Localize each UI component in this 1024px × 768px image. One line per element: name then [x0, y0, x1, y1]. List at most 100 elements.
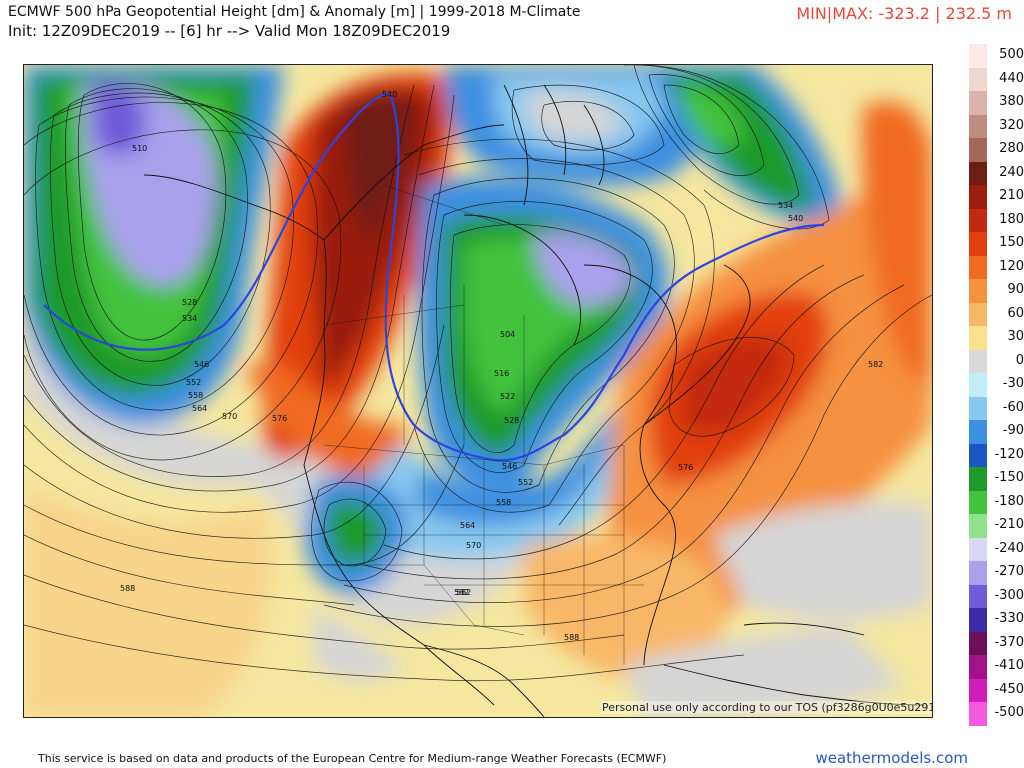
legend-label: -210 — [994, 517, 1024, 532]
legend-swatch — [969, 514, 987, 538]
legend-swatch — [969, 185, 987, 209]
legend-swatch — [969, 396, 987, 420]
legend-swatch — [969, 279, 987, 303]
legend-label: 440 — [999, 70, 1024, 86]
legend-label: 240 — [999, 164, 1024, 180]
legend-label: -450 — [994, 681, 1024, 697]
contour-label: 546 — [502, 462, 517, 471]
contour-label: 576 — [272, 414, 287, 423]
legend-swatch — [969, 326, 987, 350]
contour-label: 564 — [460, 521, 475, 530]
contour-label: 552 — [186, 378, 201, 387]
tos-notice: Personal use only according to our TOS (… — [600, 701, 932, 714]
min-max-readout: MIN|MAX: -323.2 | 232.5 m — [796, 4, 1012, 23]
legend-label: 180 — [999, 211, 1024, 227]
contour-label: 582 — [456, 588, 471, 597]
contour-label: 588 — [120, 584, 135, 593]
height-contours — [24, 65, 932, 682]
legend-swatch — [969, 467, 987, 491]
contour-label: 576 — [678, 463, 693, 472]
political-borders — [323, 184, 644, 665]
legend-label: -240 — [994, 540, 1024, 556]
contour-label: 510 — [132, 144, 147, 153]
legend-swatch — [969, 349, 987, 373]
legend-swatch — [969, 490, 987, 514]
legend-swatch — [969, 584, 987, 608]
legend-swatch — [969, 91, 987, 115]
legend-label: 210 — [999, 188, 1024, 203]
legend-label: 320 — [999, 117, 1024, 133]
anomaly-fill — [24, 65, 932, 717]
legend-label: -500 — [994, 705, 1024, 720]
legend-swatch — [969, 702, 987, 726]
legend-label: 0 — [1015, 352, 1024, 368]
legend-label: 380 — [999, 94, 1024, 109]
blue-highlight-contours — [43, 91, 825, 462]
ecmwf-attribution: This service is based on data and produc… — [38, 752, 667, 765]
contour-label: 504 — [500, 330, 515, 339]
legend-label: 120 — [999, 258, 1024, 274]
contour-label: 516 — [494, 369, 509, 378]
map-canvas: 510 528 534 546 552 558 564 570 576 582 … — [24, 65, 932, 717]
legend-label: 60 — [1007, 305, 1024, 321]
legend-swatch — [969, 208, 987, 232]
legend-swatch — [969, 44, 987, 68]
legend-swatch — [969, 678, 987, 702]
legend-label: -300 — [994, 587, 1024, 603]
legend-swatch — [969, 114, 987, 138]
legend-swatch — [969, 537, 987, 561]
legend-swatch — [969, 631, 987, 655]
legend-swatch — [969, 655, 987, 679]
legend-label: 280 — [999, 141, 1024, 156]
contour-label: 570 — [466, 541, 481, 550]
brand-link[interactable]: weathermodels.com — [815, 749, 968, 767]
contour-label: 582 — [868, 360, 883, 369]
legend-swatch — [969, 232, 987, 256]
contour-label: 570 — [222, 412, 237, 421]
legend-label: -330 — [994, 611, 1024, 626]
legend-swatch — [969, 161, 987, 185]
contour-label: 582 — [454, 588, 469, 597]
legend-swatch — [969, 561, 987, 585]
legend-label: -410 — [994, 658, 1024, 673]
legend-label: 500 — [999, 47, 1024, 62]
legend-label: -180 — [994, 493, 1024, 509]
contour-label: 552 — [518, 478, 533, 487]
legend-swatch — [969, 255, 987, 279]
legend-label: 30 — [1007, 329, 1024, 344]
contour-label: 558 — [496, 498, 511, 507]
contour-label: 558 — [188, 391, 203, 400]
legend-swatch — [969, 443, 987, 467]
contour-label: 522 — [500, 392, 515, 401]
legend-label: -30 — [1002, 376, 1024, 391]
weather-map[interactable]: 510 528 534 546 552 558 564 570 576 582 … — [23, 64, 933, 718]
init-valid-time: Init: 12Z09DEC2019 -- [6] hr --> Valid M… — [8, 22, 451, 40]
legend-label: -270 — [994, 564, 1024, 579]
contour-label: 528 — [182, 298, 197, 307]
legend-label: -90 — [1002, 423, 1024, 438]
chart-title: ECMWF 500 hPa Geopotential Height [dm] &… — [8, 4, 581, 20]
legend-swatch — [969, 302, 987, 326]
contour-label: 540 — [382, 90, 397, 99]
contour-label: 564 — [192, 404, 207, 413]
contour-labels: 510 528 534 546 552 558 564 570 576 582 … — [120, 90, 883, 642]
contour-label: 528 — [504, 416, 519, 425]
legend-swatch — [969, 373, 987, 397]
legend-label: -370 — [994, 634, 1024, 650]
contour-label: 546 — [194, 360, 209, 369]
legend-label: -120 — [994, 446, 1024, 462]
coastlines — [143, 84, 925, 717]
legend-swatch — [969, 138, 987, 162]
contour-label: 588 — [564, 633, 579, 642]
contour-label: 540 — [788, 214, 803, 223]
contour-label: 534 — [778, 201, 793, 210]
legend-swatch — [969, 608, 987, 632]
color-legend: 500 440 380 320 280 240 210 180 150 120 90 60 30 0 -30… — [968, 44, 1024, 726]
legend-label: 90 — [1007, 282, 1024, 297]
legend-swatch — [969, 67, 987, 91]
contour-label: 534 — [182, 314, 197, 323]
legend-swatch — [969, 420, 987, 444]
legend-label: -60 — [1002, 399, 1024, 415]
legend-label: -150 — [994, 470, 1024, 485]
legend-label: 150 — [999, 235, 1024, 250]
